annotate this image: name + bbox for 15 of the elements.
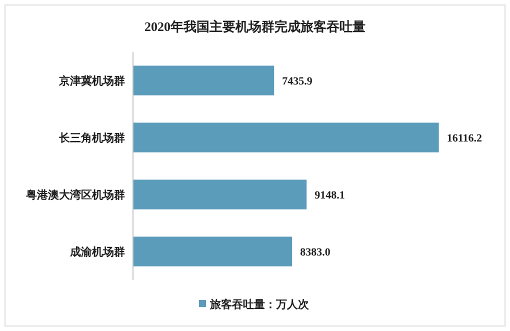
- legend: 旅客吞吐量：万人次: [199, 299, 309, 311]
- y-tick-label: 长三角机场群: [58, 132, 125, 144]
- y-tick-label: 粤港澳大湾区机场群: [25, 188, 125, 202]
- data-label: 16116.2: [446, 132, 482, 144]
- chart-title: 2020年我国主要机场群完成旅客吞吐量: [144, 19, 366, 34]
- data-label: 8383.0: [300, 246, 331, 258]
- bar: [133, 66, 274, 96]
- bar: [133, 122, 439, 152]
- bar: [133, 180, 307, 210]
- data-label: 9148.1: [314, 190, 345, 202]
- bar: [133, 236, 292, 266]
- y-tick-label: 京津冀机场群: [58, 74, 125, 88]
- y-tick-label: 成渝机场群: [69, 246, 125, 258]
- data-label: 7435.9: [282, 76, 313, 88]
- legend-label: 旅客吞吐量：万人次: [209, 298, 310, 311]
